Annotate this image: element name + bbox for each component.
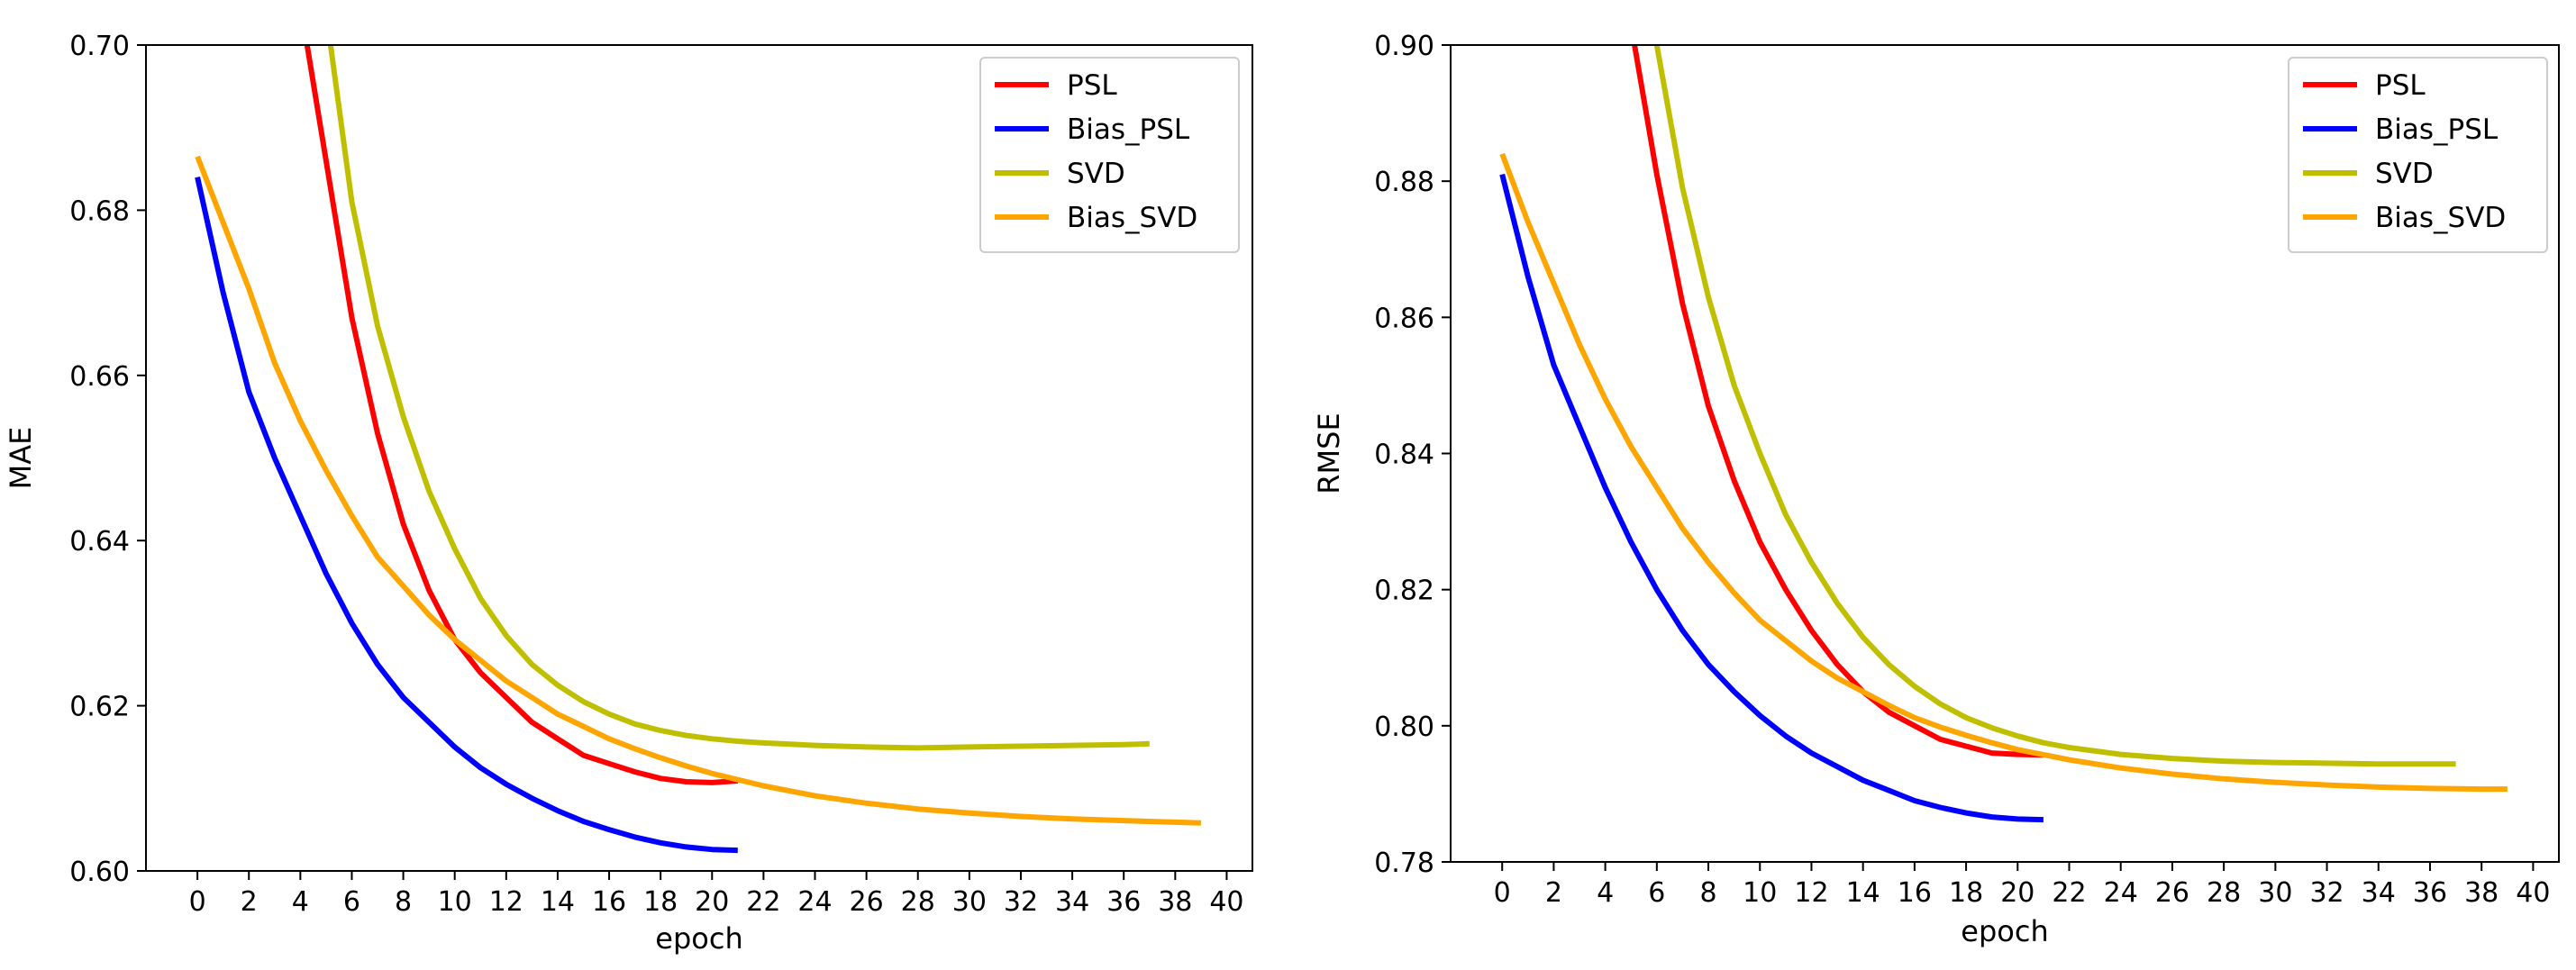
x-tick-label: 26 xyxy=(2155,877,2189,909)
series-line-bias-svd xyxy=(195,155,1201,826)
y-tick-label: 0.82 xyxy=(1374,576,1434,607)
series-line-bias-psl xyxy=(195,177,738,854)
x-tick-label: 28 xyxy=(2207,877,2241,909)
series-line-svd xyxy=(327,45,1150,751)
y-tick-label: 0.88 xyxy=(1374,167,1434,198)
x-tick-label: 10 xyxy=(438,886,472,918)
x-tick-label: 18 xyxy=(1949,877,1983,909)
x-tick-label: 12 xyxy=(489,886,523,918)
x-tick-label: 36 xyxy=(1106,886,1141,918)
x-tick-label: 2 xyxy=(241,886,258,918)
y-tick-label: 0.60 xyxy=(69,857,130,888)
series-line-svd xyxy=(1653,45,2456,767)
legend-label: SVD xyxy=(2375,158,2434,190)
x-tick-label: 4 xyxy=(1597,877,1614,909)
legend-label: Bias_SVD xyxy=(2375,202,2506,234)
legend-box xyxy=(2288,57,2548,253)
x-tick-label: 16 xyxy=(1898,877,1932,909)
x-tick-label: 16 xyxy=(592,886,626,918)
y-tick-label: 0.62 xyxy=(69,692,130,723)
legend: PSL Bias_PSL SVD Bias_SVD xyxy=(2288,57,2548,253)
x-tick-label: 36 xyxy=(2413,877,2447,909)
y-tick-label: 0.66 xyxy=(69,361,130,393)
x-tick-label: 22 xyxy=(746,886,780,918)
plot-frame xyxy=(145,44,1253,872)
y-tick-label: 0.68 xyxy=(69,195,130,227)
y-tick-label: 0.86 xyxy=(1374,303,1434,334)
x-axis-label: epoch xyxy=(655,921,742,956)
y-tick-label: 0.84 xyxy=(1374,440,1434,471)
series-line-psl xyxy=(304,45,738,785)
x-tick-label: 40 xyxy=(2516,877,2550,909)
x-tick-label: 12 xyxy=(1794,877,1828,909)
legend-label: Bias_PSL xyxy=(2375,113,2499,146)
x-tick-label: 28 xyxy=(901,886,935,918)
y-axis-label: MAE xyxy=(4,427,38,490)
x-tick-label: 10 xyxy=(1743,877,1777,909)
x-tick-label: 6 xyxy=(343,886,360,918)
x-tick-label: 0 xyxy=(1494,877,1511,909)
x-tick-label: 14 xyxy=(541,886,575,918)
y-tick-label: 0.70 xyxy=(69,31,130,62)
x-tick-label: 30 xyxy=(952,886,987,918)
x-tick-label: 2 xyxy=(1545,877,1562,909)
y-tick-label: 0.90 xyxy=(1374,31,1434,62)
x-tick-label: 20 xyxy=(695,886,729,918)
x-tick-label: 6 xyxy=(1648,877,1665,909)
mae-chart: 0 2 4 6 8 10 12 14 16 18 20 22 24 26 28 30 32 34 36 38 400.6… xyxy=(4,31,1253,956)
y-tick-label: 0.64 xyxy=(69,526,130,558)
x-tick-label: 4 xyxy=(292,886,309,918)
x-tick-label: 26 xyxy=(850,886,884,918)
x-tick-label: 22 xyxy=(2052,877,2086,909)
series-lines xyxy=(195,45,1201,854)
series-line-psl xyxy=(1632,45,2044,758)
x-tick-label: 24 xyxy=(2104,877,2138,909)
x-tick-label: 24 xyxy=(797,886,832,918)
legend: PSL Bias_PSL SVD Bias_SVD xyxy=(979,57,1240,253)
x-tick-label: 40 xyxy=(1209,886,1243,918)
series-line-bias-svd xyxy=(1499,152,2508,793)
y-tick-label: 0.80 xyxy=(1374,712,1434,743)
x-tick-label: 38 xyxy=(1158,886,1192,918)
x-tick-label: 8 xyxy=(1699,877,1716,909)
legend-label: Bias_SVD xyxy=(1067,202,1197,234)
legend-box xyxy=(979,57,1240,253)
y-tick-label: 0.78 xyxy=(1374,848,1434,879)
x-tick-label: 18 xyxy=(643,886,678,918)
x-tick-label: 14 xyxy=(1846,877,1880,909)
legend-label: PSL xyxy=(2375,69,2426,102)
x-tick-label: 20 xyxy=(2000,877,2034,909)
series-lines xyxy=(1499,45,2508,823)
x-tick-label: 34 xyxy=(2362,877,2396,909)
x-tick-label: 0 xyxy=(189,886,206,918)
legend-label: PSL xyxy=(1067,69,1117,102)
x-tick-label: 8 xyxy=(395,886,412,918)
legend-label: SVD xyxy=(1067,158,1125,190)
legend-label: Bias_PSL xyxy=(1067,113,1190,146)
x-tick-label: 38 xyxy=(2464,877,2499,909)
rmse-chart: 0 2 4 6 8 10 12 14 16 18 20 22 24 26 28 30 32 34 36 38 400.7… xyxy=(1312,31,2560,948)
series-line-bias-psl xyxy=(1499,173,2044,823)
x-tick-label: 32 xyxy=(1004,886,1038,918)
x-tick-label: 34 xyxy=(1055,886,1089,918)
x-tick-label: 30 xyxy=(2258,877,2292,909)
x-tick-label: 32 xyxy=(2309,877,2344,909)
x-axis-label: epoch xyxy=(1961,914,2048,948)
y-axis-label: RMSE xyxy=(1312,412,1346,494)
